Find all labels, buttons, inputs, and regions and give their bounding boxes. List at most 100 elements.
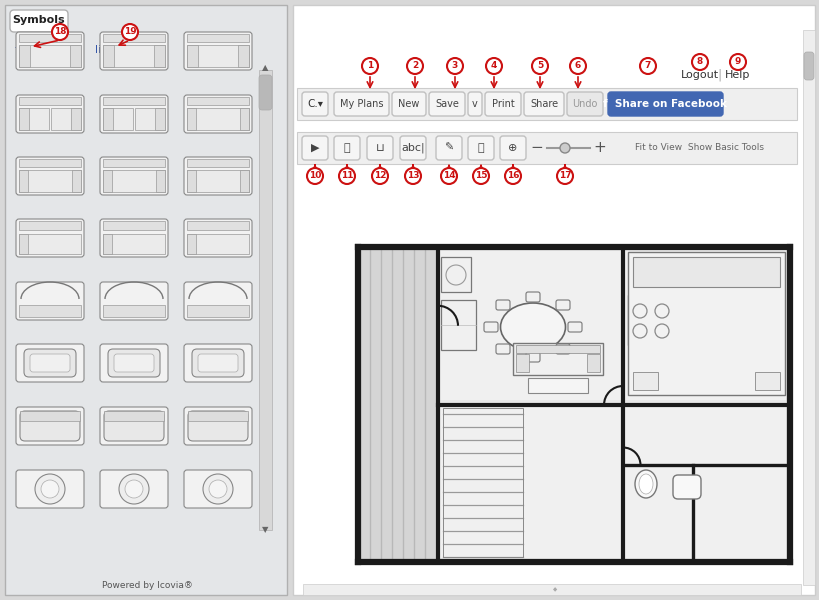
FancyBboxPatch shape xyxy=(483,322,497,332)
Circle shape xyxy=(532,58,547,74)
Bar xyxy=(19,305,81,317)
Text: 16: 16 xyxy=(506,172,518,181)
FancyBboxPatch shape xyxy=(468,136,493,160)
FancyBboxPatch shape xyxy=(100,407,168,445)
Circle shape xyxy=(473,168,488,184)
Bar xyxy=(19,170,28,192)
Bar xyxy=(103,45,165,67)
Bar xyxy=(802,30,814,585)
Bar xyxy=(19,234,28,254)
Circle shape xyxy=(405,168,420,184)
Text: New: New xyxy=(398,99,419,109)
Bar xyxy=(72,170,81,192)
Circle shape xyxy=(41,480,59,498)
Bar xyxy=(103,45,114,67)
FancyBboxPatch shape xyxy=(301,92,328,116)
FancyBboxPatch shape xyxy=(16,344,84,382)
Bar xyxy=(51,108,81,130)
Bar xyxy=(103,234,165,254)
Bar xyxy=(187,108,249,130)
FancyBboxPatch shape xyxy=(428,92,464,116)
Circle shape xyxy=(505,168,520,184)
FancyBboxPatch shape xyxy=(183,32,251,70)
Text: furniture ▾: furniture ▾ xyxy=(15,45,69,55)
FancyBboxPatch shape xyxy=(183,407,251,445)
FancyBboxPatch shape xyxy=(100,157,168,195)
Bar xyxy=(103,221,165,230)
FancyBboxPatch shape xyxy=(301,136,328,160)
Text: 4: 4 xyxy=(491,61,496,70)
Ellipse shape xyxy=(638,474,652,494)
Circle shape xyxy=(124,480,143,498)
Text: Help: Help xyxy=(725,70,749,80)
Circle shape xyxy=(35,474,65,504)
Text: Share: Share xyxy=(529,99,558,109)
Bar xyxy=(103,159,165,167)
Text: +: + xyxy=(593,140,605,155)
Circle shape xyxy=(691,54,707,70)
Text: ◆: ◆ xyxy=(552,587,556,592)
Bar xyxy=(103,234,112,254)
Bar xyxy=(624,250,785,400)
Text: ⊕: ⊕ xyxy=(508,143,517,153)
FancyBboxPatch shape xyxy=(333,92,388,116)
Bar xyxy=(70,45,81,67)
Bar xyxy=(240,170,249,192)
Bar xyxy=(135,108,165,130)
Text: −: − xyxy=(530,140,543,155)
Bar xyxy=(586,354,600,372)
Circle shape xyxy=(203,474,233,504)
Bar xyxy=(187,170,196,192)
Text: 📷: 📷 xyxy=(477,143,484,153)
Text: f  Share on Facebook: f Share on Facebook xyxy=(602,99,726,109)
Text: ▼: ▼ xyxy=(261,526,268,535)
Bar xyxy=(154,45,165,67)
FancyBboxPatch shape xyxy=(566,92,602,116)
Text: 18: 18 xyxy=(54,28,66,37)
Bar xyxy=(187,170,249,192)
FancyBboxPatch shape xyxy=(100,32,168,70)
Text: 1: 1 xyxy=(366,61,373,70)
Bar xyxy=(627,252,784,395)
FancyBboxPatch shape xyxy=(555,344,569,354)
Text: abc|: abc| xyxy=(400,143,424,153)
Bar xyxy=(103,170,165,192)
FancyBboxPatch shape xyxy=(197,354,238,372)
Text: 3: 3 xyxy=(451,61,458,70)
Circle shape xyxy=(338,168,355,184)
FancyBboxPatch shape xyxy=(192,349,244,377)
Bar xyxy=(238,45,249,67)
Bar xyxy=(19,170,81,192)
Circle shape xyxy=(52,24,68,40)
Bar xyxy=(187,45,197,67)
Bar xyxy=(440,250,624,400)
Bar xyxy=(632,372,657,390)
FancyBboxPatch shape xyxy=(367,136,392,160)
Bar xyxy=(19,108,29,130)
Bar xyxy=(187,234,196,254)
FancyBboxPatch shape xyxy=(500,136,525,160)
FancyBboxPatch shape xyxy=(100,95,168,133)
Bar xyxy=(19,234,81,254)
Bar xyxy=(259,70,272,530)
Text: ✋: ✋ xyxy=(343,143,350,153)
FancyBboxPatch shape xyxy=(333,136,360,160)
Text: 14: 14 xyxy=(442,172,455,181)
Bar xyxy=(187,221,249,230)
Bar xyxy=(71,108,81,130)
Text: 13: 13 xyxy=(406,172,419,181)
FancyBboxPatch shape xyxy=(114,354,154,372)
Bar xyxy=(103,108,113,130)
FancyBboxPatch shape xyxy=(436,136,461,160)
FancyBboxPatch shape xyxy=(607,92,722,116)
Bar xyxy=(103,305,165,317)
Text: Print: Print xyxy=(491,99,514,109)
Text: 9: 9 xyxy=(734,58,740,67)
FancyBboxPatch shape xyxy=(30,354,70,372)
FancyBboxPatch shape xyxy=(16,407,84,445)
Bar xyxy=(103,170,112,192)
Bar xyxy=(187,234,249,254)
Bar xyxy=(188,411,247,421)
Text: 7: 7 xyxy=(644,61,650,70)
FancyBboxPatch shape xyxy=(495,344,509,354)
